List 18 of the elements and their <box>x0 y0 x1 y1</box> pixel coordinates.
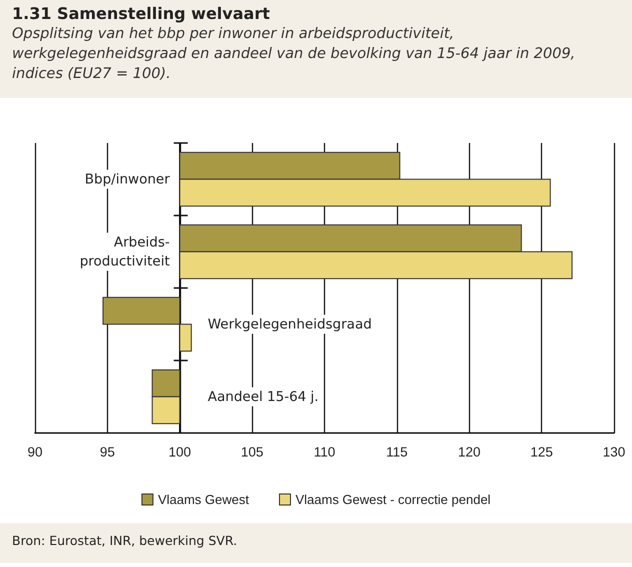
y-tick-label: Bbp/inwoner <box>84 171 170 188</box>
legend-label: Vlaams Gewest - correctie pendel <box>295 492 491 507</box>
x-tick-label: 105 <box>240 444 264 460</box>
x-tick-label: 130 <box>602 444 626 460</box>
x-tick-label: 90 <box>27 444 43 460</box>
y-tick-label: Aandeel 15-64 j. <box>208 388 319 405</box>
legend-label: Vlaams Gewest <box>158 492 250 507</box>
x-tick-label: 95 <box>100 444 115 460</box>
x-tick-label: 125 <box>530 444 553 460</box>
x-tick-label: 120 <box>458 444 481 460</box>
y-tick-label: Werkgelegenheidsgraad <box>208 316 372 332</box>
x-tick-label: 115 <box>386 444 408 460</box>
chart-title: 1.31 Samenstelling welvaart <box>12 4 271 23</box>
x-tick-label: 100 <box>168 444 192 460</box>
text: Bron: Eurostat, INR, bewerking SVR. <box>0 523 632 563</box>
chart-subtitle: Opsplitsing van het bbp per inwoner in arbeidsproductiviteit, werkgelegenheidsgraad en aandeel van de bevolking van 15-64 jaar in 2009, indices (EU27 = 100). <box>12 25 576 84</box>
x-tick-label: 110 <box>314 444 336 460</box>
y-tick-label: Arbeids- productiviteit <box>80 234 170 270</box>
